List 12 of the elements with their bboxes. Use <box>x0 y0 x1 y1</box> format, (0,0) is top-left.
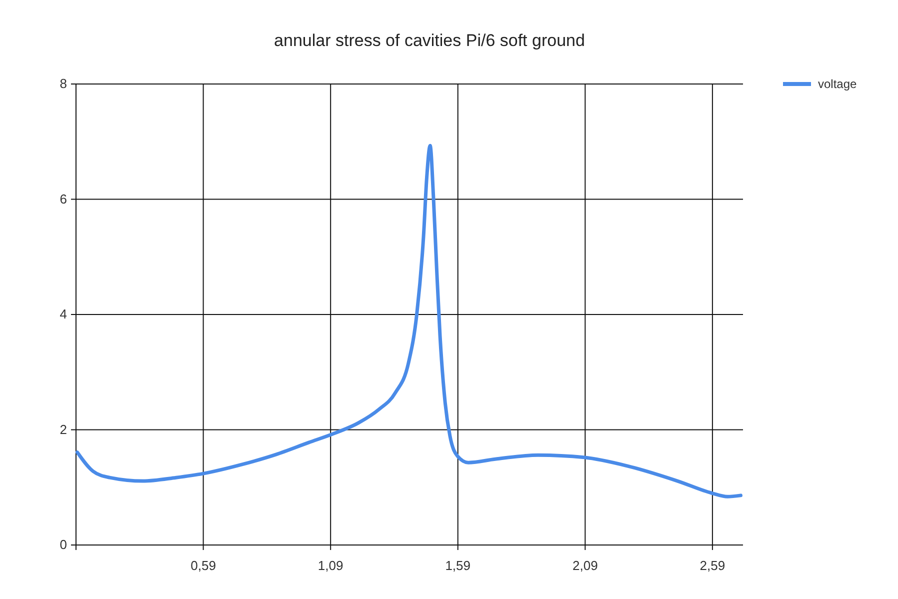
chart-title: annular stress of cavities Pi/6 soft ground <box>274 31 585 50</box>
y-tick-label: 0 <box>60 537 67 552</box>
x-tick-label: 1,59 <box>445 558 471 573</box>
y-tick-label: 2 <box>60 422 67 437</box>
y-tick-label: 6 <box>60 191 67 206</box>
y-tick-label: 4 <box>60 306 67 322</box>
y-tick-label: 8 <box>60 76 67 91</box>
x-tick-label: 2,59 <box>700 558 726 573</box>
legend-label: voltage <box>818 77 858 91</box>
x-tick-label: 1,09 <box>318 558 344 573</box>
x-tick-label: 2,09 <box>572 558 598 573</box>
x-tick-label: 0,59 <box>190 558 216 573</box>
